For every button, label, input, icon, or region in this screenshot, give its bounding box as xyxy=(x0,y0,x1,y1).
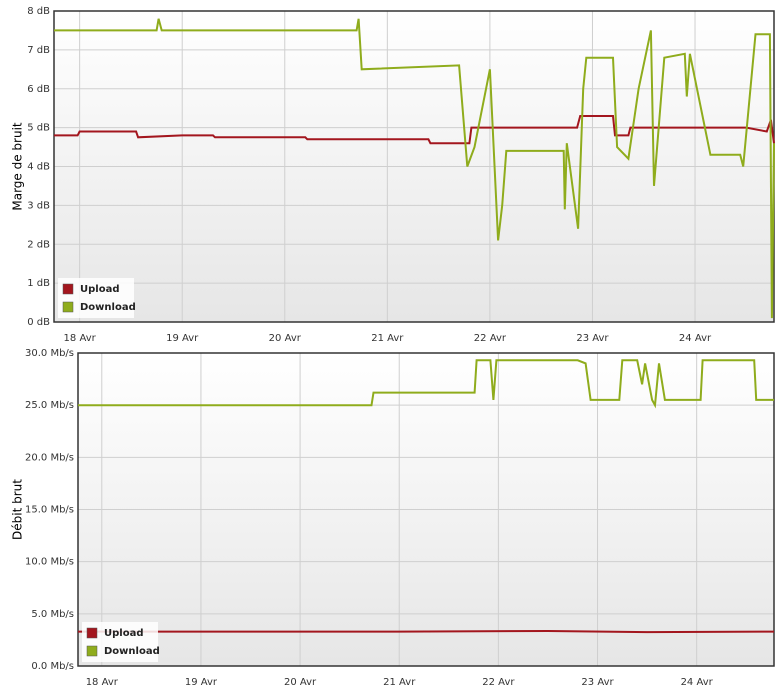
x-tick-label: 21 Avr xyxy=(383,677,416,688)
legend-label: Upload xyxy=(80,284,119,295)
legend-swatch xyxy=(86,645,98,657)
x-tick-label: 23 Avr xyxy=(576,333,609,344)
legend-swatch xyxy=(62,301,74,313)
y-tick-label: 8 dB xyxy=(27,6,50,17)
y-tick-label: 10.0 Mb/s xyxy=(25,557,74,568)
y-tick-label: 30.0 Mb/s xyxy=(25,348,74,359)
y-tick-label: 6 dB xyxy=(27,84,50,95)
y-tick-label: 5 dB xyxy=(27,123,50,134)
y-tick-label: 7 dB xyxy=(27,45,50,56)
plot-frame xyxy=(77,352,775,667)
legend-label: Upload xyxy=(104,628,143,639)
x-tick-label: 24 Avr xyxy=(681,677,714,688)
x-tick-label: 24 Avr xyxy=(679,333,712,344)
y-tick-label: 1 dB xyxy=(27,278,50,289)
y-tick-label: 25.0 Mb/s xyxy=(25,400,74,411)
x-tick-label: 19 Avr xyxy=(166,333,199,344)
legend-label: Download xyxy=(104,646,160,657)
x-tick-label: 23 Avr xyxy=(581,677,614,688)
legend-swatch xyxy=(86,627,98,639)
x-tick-label: 18 Avr xyxy=(64,333,97,344)
x-tick-label: 20 Avr xyxy=(284,677,317,688)
y-tick-label: 0.0 Mb/s xyxy=(31,661,74,672)
y-tick-label: 5.0 Mb/s xyxy=(31,609,74,620)
x-tick-label: 20 Avr xyxy=(269,333,302,344)
data-line xyxy=(54,115,775,145)
y-tick-label: 4 dB xyxy=(27,162,50,173)
x-tick-label: 21 Avr xyxy=(371,333,404,344)
y-tick-label: 2 dB xyxy=(27,239,50,250)
data-line xyxy=(54,18,775,319)
legend-swatch xyxy=(62,283,74,295)
y-tick-label: 15.0 Mb/s xyxy=(25,505,74,516)
data-line xyxy=(78,359,774,409)
y-tick-label: 20.0 Mb/s xyxy=(25,452,74,463)
x-tick-label: 19 Avr xyxy=(185,677,218,688)
y-axis-title: Débit brut xyxy=(11,479,25,540)
y-axis-title: Marge de bruit xyxy=(11,122,25,211)
x-tick-label: 22 Avr xyxy=(482,677,515,688)
x-tick-label: 18 Avr xyxy=(86,677,119,688)
data-line xyxy=(78,629,775,634)
x-tick-label: 22 Avr xyxy=(474,333,507,344)
y-tick-label: 0 dB xyxy=(27,317,50,328)
legend-label: Download xyxy=(80,302,136,313)
y-tick-label: 3 dB xyxy=(27,200,50,211)
